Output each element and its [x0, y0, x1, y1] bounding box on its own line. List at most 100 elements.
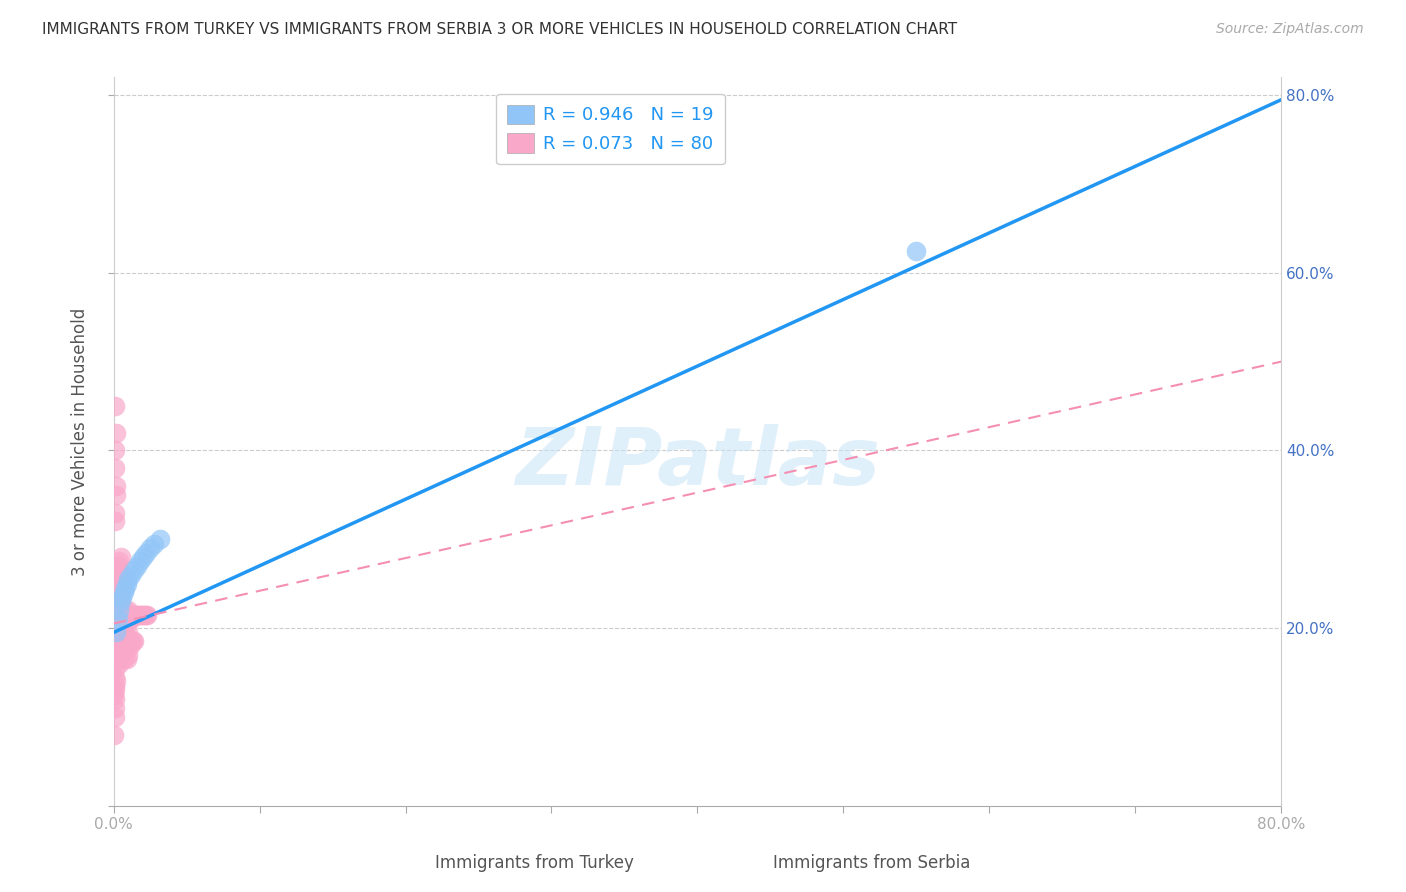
Point [104, 683, 127, 698]
Point [104, 701, 127, 715]
Point [117, 572, 139, 586]
Point [108, 554, 131, 568]
Point [114, 625, 136, 640]
Point [114, 581, 136, 595]
Point [107, 576, 129, 591]
Text: Source: ZipAtlas.com: Source: ZipAtlas.com [1216, 22, 1364, 37]
Point [104, 399, 127, 413]
Point [105, 479, 128, 493]
Point [108, 630, 131, 644]
Legend: R = 0.946   N = 19, R = 0.073   N = 80: R = 0.946 N = 19, R = 0.073 N = 80 [496, 94, 724, 164]
Point [135, 545, 157, 559]
Point [112, 630, 135, 644]
Point [107, 599, 129, 613]
Point [112, 607, 135, 622]
Point [132, 549, 155, 564]
Point [120, 567, 142, 582]
Point [111, 643, 134, 657]
Point [104, 603, 127, 617]
Text: Immigrants from Turkey: Immigrants from Turkey [434, 855, 634, 872]
Point [149, 532, 172, 546]
Point [112, 585, 135, 599]
Point [143, 536, 166, 550]
Point [111, 625, 134, 640]
Point [120, 612, 142, 626]
Point [107, 612, 129, 626]
Point [104, 506, 127, 520]
Point [111, 603, 134, 617]
Point [125, 607, 148, 622]
Point [110, 567, 132, 582]
Point [117, 648, 139, 662]
Point [125, 558, 148, 573]
Text: Immigrants from Serbia: Immigrants from Serbia [773, 855, 970, 872]
Point [103, 607, 125, 622]
Point [103, 727, 125, 741]
Point [103, 688, 125, 702]
Text: ZIPatlas: ZIPatlas [515, 425, 880, 502]
Point [104, 461, 127, 475]
Point [117, 603, 139, 617]
Point [118, 639, 141, 653]
Point [105, 585, 128, 599]
Point [108, 581, 131, 595]
Point [111, 590, 134, 604]
Point [104, 692, 127, 706]
Point [115, 652, 138, 666]
Point [104, 443, 127, 458]
Point [112, 652, 135, 666]
Point [135, 607, 157, 622]
Y-axis label: 3 or more Vehicles in Household: 3 or more Vehicles in Household [72, 308, 89, 575]
Point [110, 621, 132, 635]
Point [128, 607, 150, 622]
Point [105, 625, 128, 640]
Point [117, 625, 139, 640]
Point [110, 594, 132, 608]
Point [107, 625, 129, 640]
Point [105, 612, 128, 626]
Point [107, 558, 129, 573]
Text: IMMIGRANTS FROM TURKEY VS IMMIGRANTS FROM SERBIA 3 OR MORE VEHICLES IN HOUSEHOLD: IMMIGRANTS FROM TURKEY VS IMMIGRANTS FRO… [42, 22, 957, 37]
Point [115, 607, 138, 622]
Point [122, 607, 145, 622]
Point [110, 549, 132, 564]
Point [108, 603, 131, 617]
Point [127, 607, 149, 622]
Point [115, 630, 138, 644]
Point [905, 244, 928, 258]
Point [105, 634, 128, 648]
Point [114, 603, 136, 617]
Point [121, 634, 143, 648]
Point [105, 674, 128, 689]
Point [108, 607, 131, 622]
Point [104, 590, 127, 604]
Point [104, 679, 127, 693]
Point [110, 643, 132, 657]
Point [104, 643, 127, 657]
Point [120, 634, 142, 648]
Point [128, 554, 150, 568]
Point [108, 572, 131, 586]
Point [118, 612, 141, 626]
Point [108, 657, 131, 671]
Point [105, 563, 128, 577]
Point [114, 643, 136, 657]
Point [107, 648, 129, 662]
Point [136, 607, 159, 622]
Point [121, 607, 143, 622]
Point [104, 661, 127, 675]
Point [110, 599, 132, 613]
Point [129, 607, 152, 622]
Point [104, 710, 127, 724]
Point [104, 515, 127, 529]
Point [104, 594, 127, 608]
Point [139, 541, 162, 555]
Point [105, 488, 128, 502]
Point [122, 563, 145, 577]
Point [105, 652, 128, 666]
Point [107, 590, 129, 604]
Point [134, 607, 156, 622]
Point [115, 576, 138, 591]
Point [104, 572, 127, 586]
Point [104, 630, 127, 644]
